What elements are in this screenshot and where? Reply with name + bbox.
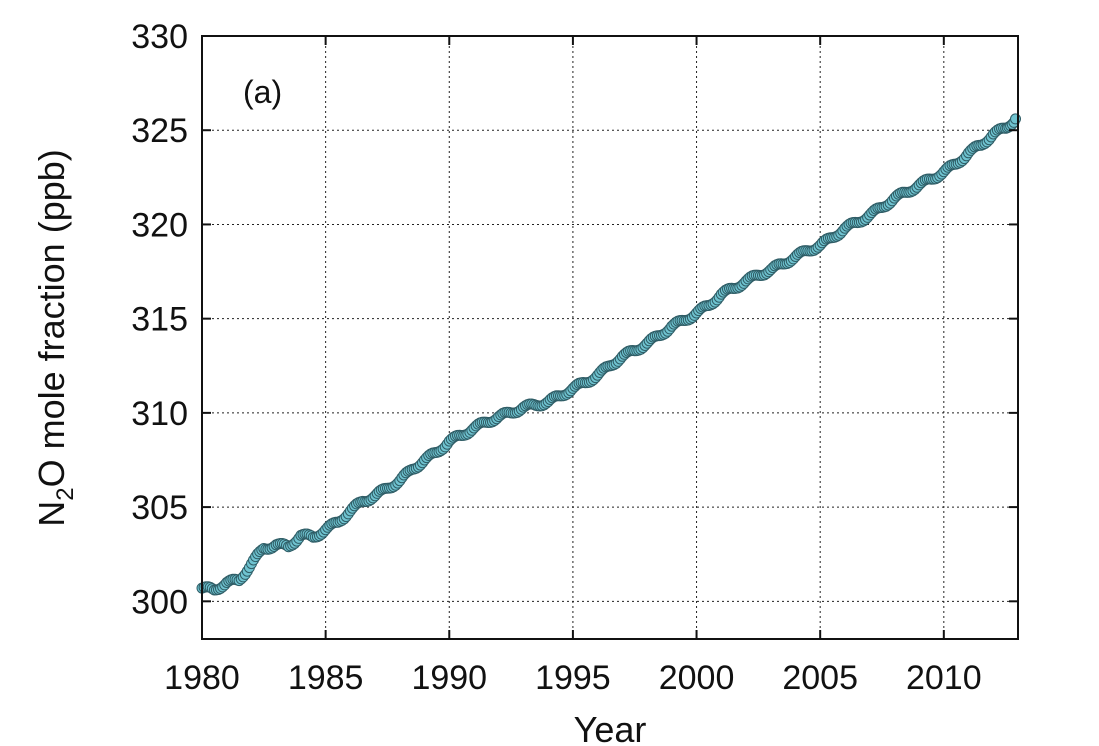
y-tick-labels: 300 305 310 315 320 325 330 [131,18,188,621]
x-axis-label: Year [574,709,647,746]
series-line [201,118,1017,591]
x-tick-label: 1980 [164,659,240,697]
x-tick-label: 2000 [659,659,735,697]
y-axis-label-rest: O mole fraction (ppb) [31,149,72,487]
x-tick-label: 2005 [782,659,858,697]
y-tick-label: 310 [131,395,188,433]
x-tick-label: 2010 [906,659,982,697]
plot-frame [201,35,1019,640]
y-axis-label: N2O mole fraction (ppb) [31,149,79,527]
x-tick-label: 1995 [535,659,611,697]
x-tick-labels: 1980 1985 1990 1995 2000 2005 2010 [164,659,981,697]
grid [202,36,1018,639]
y-axis-label-subscript: 2 [52,487,79,500]
y-tick-label: 330 [131,18,188,56]
trend-layer [201,118,1017,591]
y-tick-label: 315 [131,301,188,339]
y-tick-label: 300 [131,583,188,621]
y-axis-label-main: N [31,501,72,527]
panel-label: (a) [243,74,282,110]
axis-ticks [201,35,1018,639]
data-points [196,113,1021,596]
y-tick-label: 320 [131,206,188,244]
x-tick-label: 1990 [411,659,487,697]
x-tick-label: 1985 [288,659,364,697]
y-tick-label: 305 [131,489,188,527]
y-tick-label: 325 [131,112,188,150]
